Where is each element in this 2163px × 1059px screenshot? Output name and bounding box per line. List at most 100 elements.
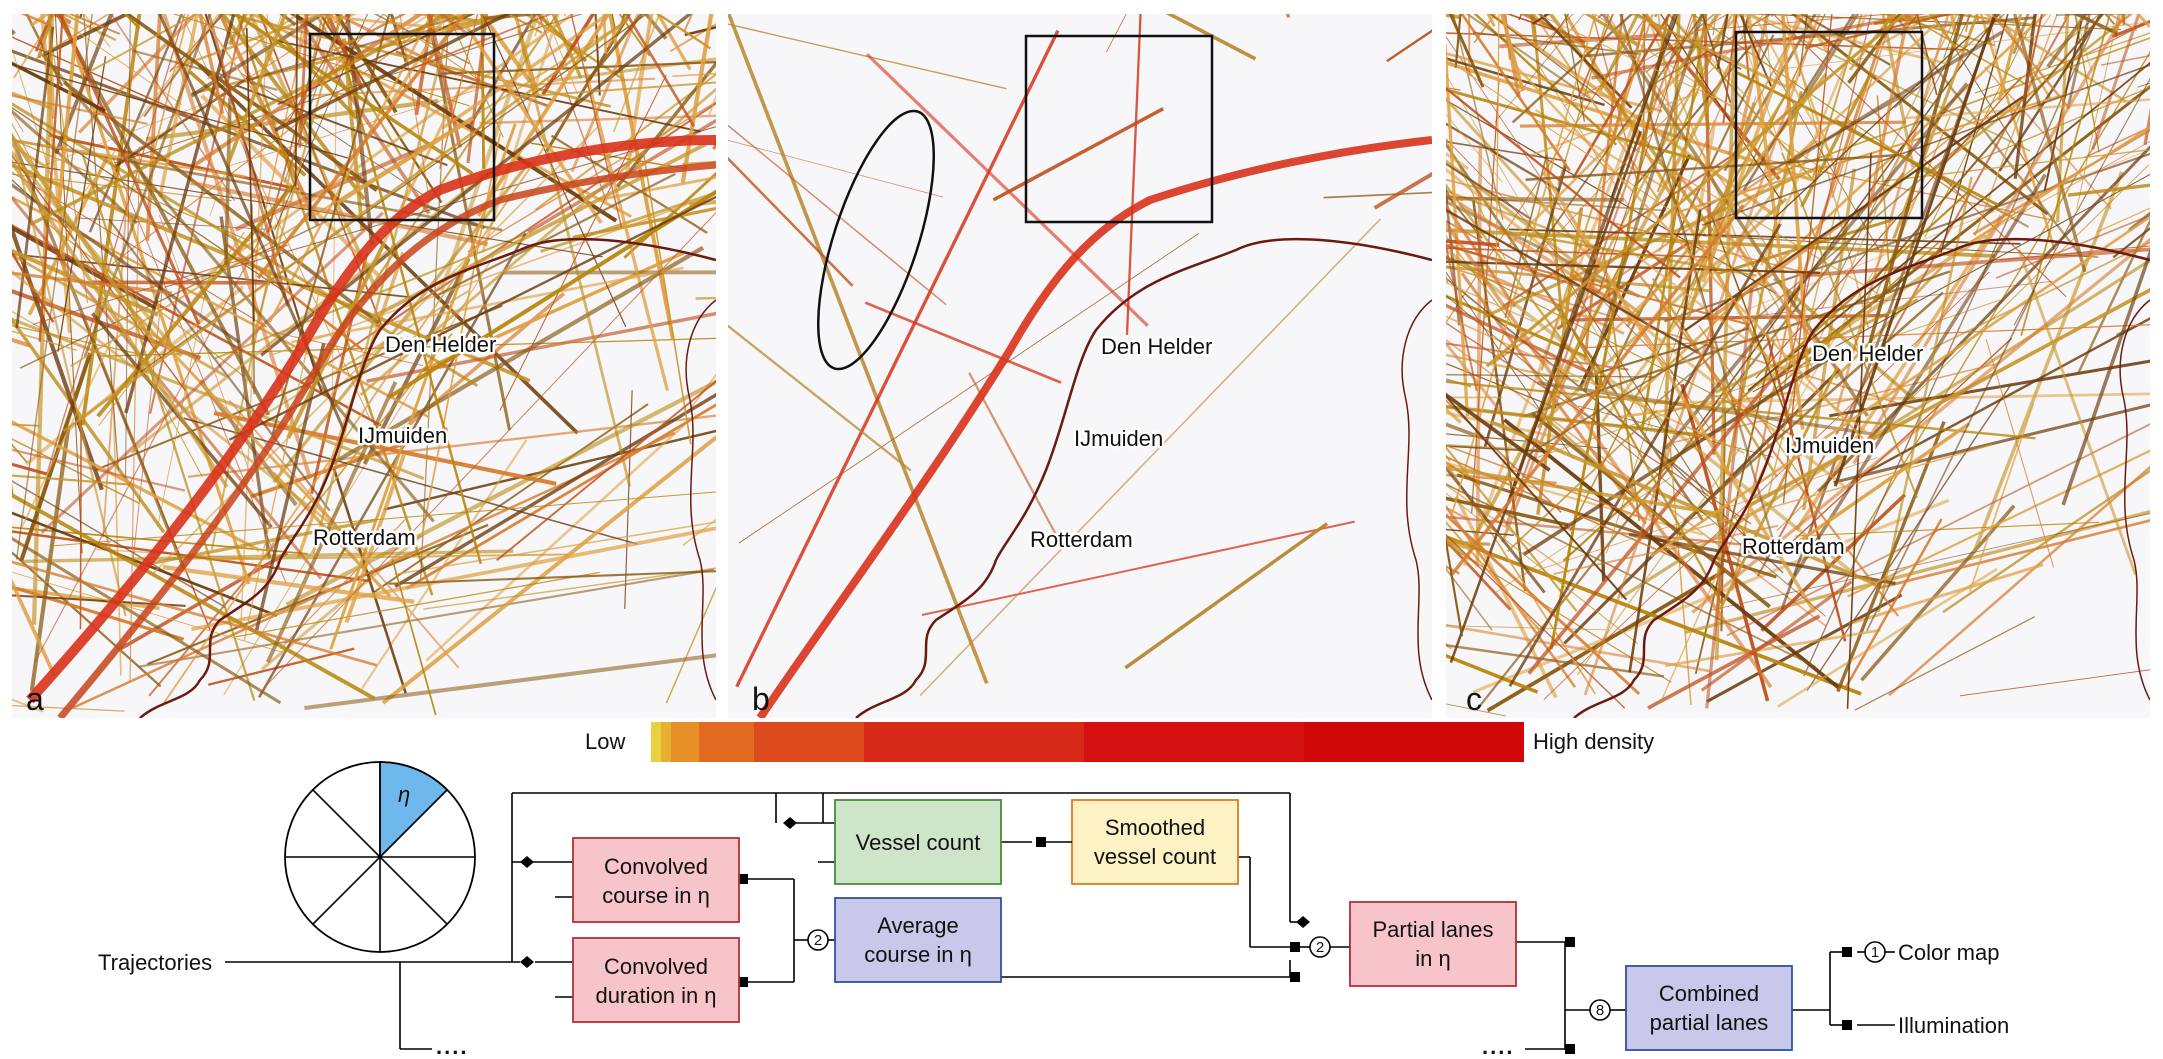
trajectory-line (274, 14, 512, 132)
trajectory-line (1783, 14, 1872, 385)
trajectory-line (262, 211, 716, 690)
trajectory-line (1446, 456, 1673, 558)
trajectory-line (1448, 14, 1485, 88)
trajectory-line (78, 14, 198, 134)
trajectory-line (1572, 14, 1671, 179)
trajectory-line (1535, 14, 1704, 252)
trajectory-line (1806, 384, 2012, 691)
trajectory-line (1446, 162, 1532, 220)
trajectory-line (1689, 444, 1993, 532)
convolved-course-box: Convolved course in η (572, 837, 740, 923)
trajectory-line (2091, 14, 2141, 151)
trajectory-line (1494, 476, 1672, 594)
map-panel-b: Den Helder IJmuiden Rotterdam b (728, 14, 1432, 718)
trajectory-line (1527, 378, 1774, 675)
map-panel-a: Den Helder IJmuiden Rotterdam a (12, 14, 716, 718)
colormap-count: 1 (1871, 944, 1879, 961)
trajectory-line (1668, 14, 1749, 99)
trajectory-line (1528, 299, 2001, 461)
trajectory-line (294, 14, 299, 187)
trajectory-line (381, 434, 716, 705)
trajectory-line (479, 14, 532, 84)
trajectory-line (1446, 643, 1665, 678)
trajectory-line (131, 49, 278, 91)
trajectory-line (439, 14, 479, 169)
trajectory-line (1508, 14, 1677, 498)
trajectory-line (1846, 152, 1872, 709)
trajectory-line (12, 248, 159, 317)
trajectory-line (12, 158, 229, 488)
trajectory-line (373, 403, 649, 594)
trajectory-line (1597, 14, 1693, 295)
trajectory-line (47, 14, 56, 119)
trajectory-line (2056, 14, 2070, 223)
trajectory-line (1446, 44, 1470, 417)
trajectory-line (88, 14, 199, 73)
trajectory-line (1609, 14, 1649, 148)
trajectory-line (1664, 82, 1969, 450)
trajectory-line (1786, 14, 1860, 127)
trajectory-line (1446, 138, 1506, 260)
trajectory-line (2017, 249, 2137, 575)
trajectory-line (1692, 14, 2000, 434)
trajectory-line (1888, 465, 2150, 697)
trajectory-line (623, 171, 716, 259)
trajectory-line (12, 253, 227, 378)
trajectory-line (124, 14, 236, 414)
trajectory-line (496, 379, 716, 562)
trajectory-line (1500, 14, 1525, 92)
trajectory-line (12, 594, 186, 607)
trajectory-line (57, 14, 80, 204)
trajectory-line (206, 553, 568, 561)
trajectory-line (54, 14, 83, 554)
trajectory-line (61, 14, 117, 42)
trajectory-line (1868, 14, 1965, 344)
trajectory-line (1446, 496, 1569, 527)
average-count: 2 (814, 932, 822, 949)
input-connectors (520, 817, 1310, 968)
trajectory-line (1446, 535, 1464, 637)
trajectory-line (1782, 14, 1833, 504)
sector-label: η (398, 782, 410, 807)
trajectory-line (1446, 242, 1478, 392)
trajectory-line (259, 14, 383, 326)
trajectory-line (680, 14, 714, 184)
trajectory-line (1843, 518, 1943, 691)
trajectory-line (1452, 14, 1504, 221)
trajectory-line (1710, 216, 1790, 424)
trajectory-line (390, 14, 449, 103)
trajectory-line (1446, 228, 1996, 258)
trajectory-line (1742, 14, 1856, 192)
trajectory-line (1781, 152, 1918, 499)
trajectory-line (1495, 14, 1500, 283)
trajectory-line (481, 14, 560, 253)
box-line: Average (877, 913, 959, 938)
trajectory-line (267, 14, 328, 233)
trajectory-line (1947, 125, 2150, 258)
trajectory-line (276, 14, 385, 130)
trajectory-line (1446, 208, 1699, 354)
trajectory-line (992, 107, 1165, 202)
trajectory-line (40, 53, 435, 523)
combined-count: 8 (1596, 1002, 1604, 1019)
trajectory-line (359, 87, 716, 397)
highlight-box-b (1024, 34, 1214, 224)
trajectory-line (1916, 14, 1938, 96)
trajectory-line (252, 14, 310, 270)
trajectory-line (1583, 14, 1640, 47)
panel-letter: a (26, 681, 44, 717)
trajectory-line (12, 530, 372, 583)
trajectory-line (1583, 14, 1704, 392)
colorbar-cell (699, 722, 754, 762)
trajectory-line (1446, 203, 1517, 308)
trajectory-line (12, 163, 531, 383)
trajectory-line (1828, 359, 2150, 418)
trajectory-line (20, 340, 112, 529)
trajectory-line (479, 114, 716, 125)
trajectory-line (1494, 14, 1585, 123)
city-label: Den Helder (1812, 341, 1923, 366)
output-color-map: Color map (1898, 940, 1999, 965)
trajectory-line (1525, 343, 1709, 457)
trajectory-line (223, 254, 495, 696)
trajectory-line (1653, 111, 2000, 406)
